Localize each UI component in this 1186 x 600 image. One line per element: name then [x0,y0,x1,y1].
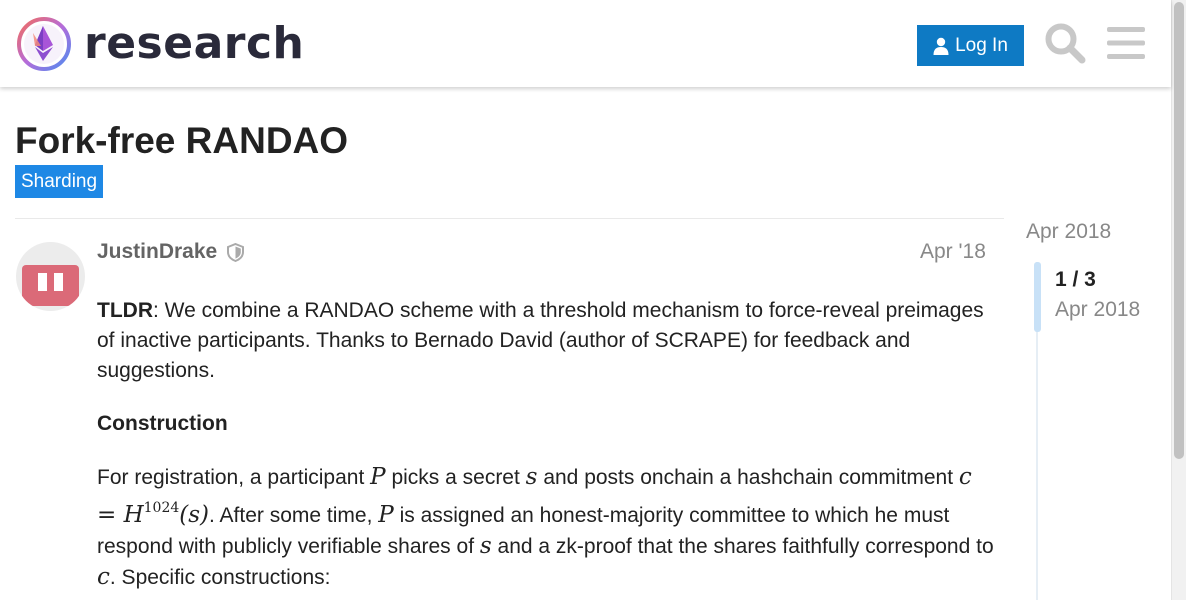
shield-icon [227,243,244,262]
title-divider [15,218,1004,219]
topic-title[interactable]: Fork-free RANDAO [15,120,349,161]
math-c: c [97,564,110,590]
post-username[interactable]: JustinDrake [97,240,218,263]
tldr-text: : We combine a RANDAO scheme with a thre… [97,299,984,382]
construction-paragraph: For registration, a participant P picks … [97,464,994,590]
timeline-start-date[interactable]: Apr 2018 [1026,220,1112,243]
login-button[interactable]: Log In [917,25,1024,66]
math-p: P [378,502,394,528]
search-icon[interactable] [1044,22,1086,64]
math-s: s [525,464,538,490]
user-icon [933,37,949,55]
timeline-position-date: Apr 2018 [1055,298,1141,321]
tldr-label: TLDR [97,299,153,322]
avatar-image [22,265,79,306]
section-heading: Construction [97,412,228,435]
category-badge[interactable]: Sharding [15,165,104,198]
post-date[interactable]: Apr '18 [920,240,986,263]
avatar[interactable] [16,242,85,311]
login-label: Log In [955,34,1008,56]
timeline-handle[interactable] [1034,262,1041,332]
timeline-position: 1 / 3 [1055,268,1096,291]
page-scrollbar[interactable] [1171,0,1186,600]
site-logo[interactable]: research [16,16,304,72]
tldr-paragraph: TLDR: We combine a RANDAO scheme with a … [97,296,997,386]
math-p: P [370,464,386,490]
scrollbar-thumb[interactable] [1174,2,1184,459]
math-commitment: c = H1024(s) [97,464,972,528]
site-header: research Log In [0,0,1171,87]
hamburger-menu-icon[interactable] [1107,26,1145,60]
ethereum-research-logo-icon [17,17,71,71]
math-s: s [479,533,492,559]
post-body: TLDR: We combine a RANDAO scheme with a … [97,296,997,600]
brand-name: research [84,18,305,69]
timeline-rail[interactable] [1036,262,1038,600]
